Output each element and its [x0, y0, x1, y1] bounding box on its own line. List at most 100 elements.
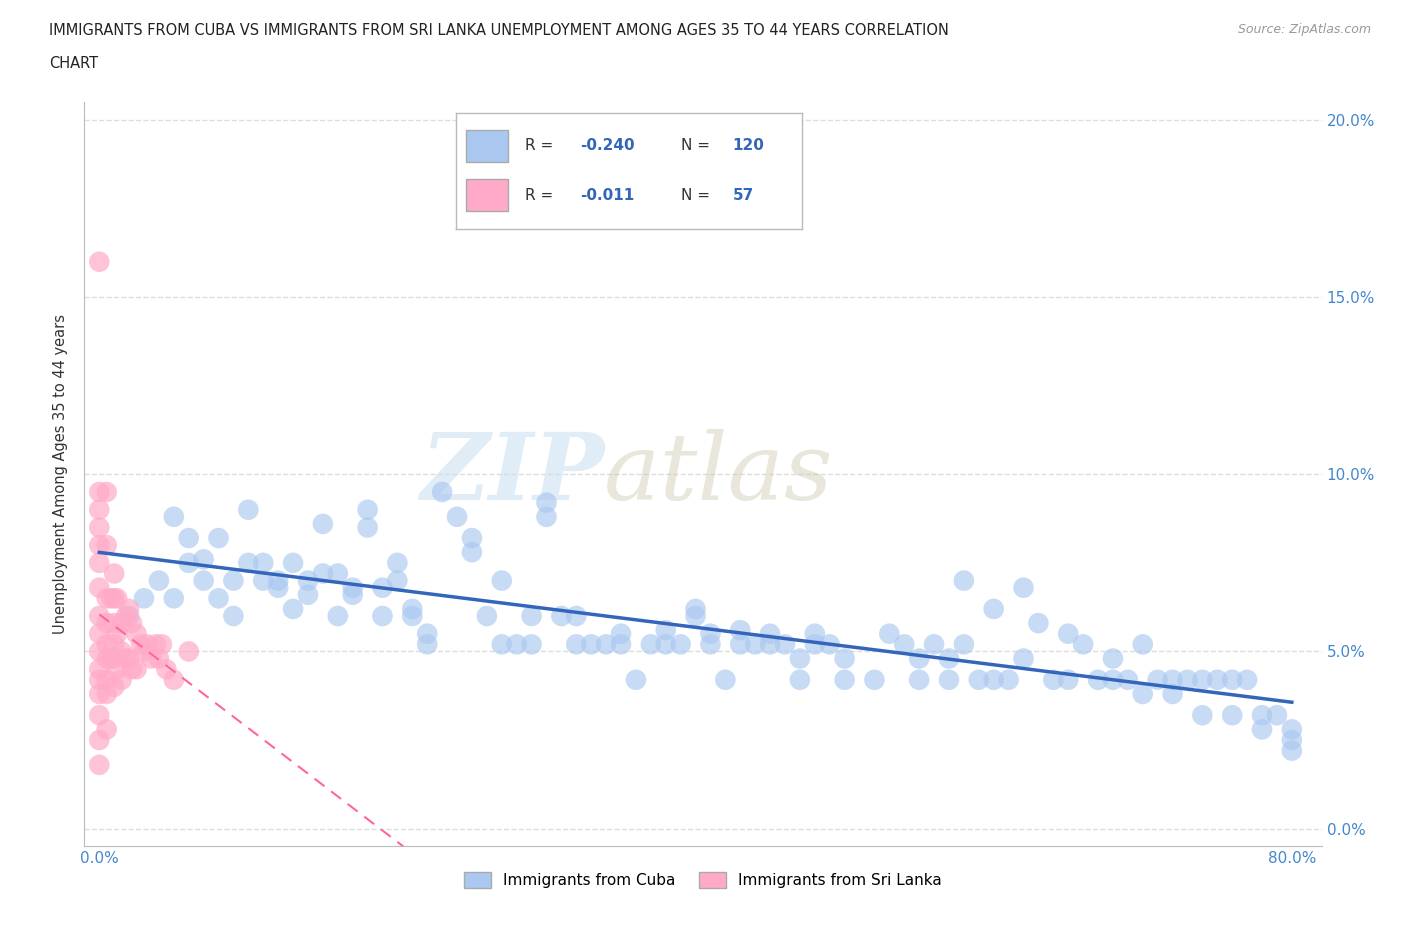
Point	[89, 626, 111, 641]
Point	[416, 626, 439, 641]
Point	[1251, 708, 1274, 723]
Point	[118, 651, 141, 666]
Point	[938, 672, 960, 687]
Point	[834, 651, 856, 666]
Point	[356, 502, 378, 517]
Point	[89, 580, 111, 595]
Point	[193, 573, 215, 588]
Point	[121, 662, 143, 677]
Point	[834, 672, 856, 687]
Point	[536, 510, 558, 525]
Point	[416, 637, 439, 652]
Point	[342, 588, 364, 603]
Y-axis label: Unemployment Among Ages 35 to 44 years: Unemployment Among Ages 35 to 44 years	[53, 314, 69, 634]
Point	[773, 637, 796, 652]
Point	[96, 485, 118, 499]
Point	[1057, 626, 1080, 641]
Point	[953, 573, 976, 588]
Point	[1042, 672, 1064, 687]
Point	[579, 637, 602, 652]
Point	[1012, 651, 1035, 666]
Point	[163, 591, 186, 605]
Text: CHART: CHART	[49, 56, 98, 71]
Point	[89, 520, 111, 535]
Point	[96, 591, 118, 605]
Point	[387, 555, 409, 570]
Point	[983, 672, 1005, 687]
Point	[89, 502, 111, 517]
Point	[103, 651, 125, 666]
Point	[387, 573, 409, 588]
Point	[177, 531, 200, 546]
Point	[105, 591, 128, 605]
Point	[536, 495, 558, 510]
Point	[115, 651, 138, 666]
Point	[1191, 672, 1213, 687]
Point	[163, 672, 186, 687]
Point	[789, 651, 811, 666]
Point	[1102, 651, 1125, 666]
Point	[111, 616, 134, 631]
Point	[893, 637, 915, 652]
Point	[654, 623, 676, 638]
Point	[252, 555, 274, 570]
Point	[342, 580, 364, 595]
Point	[1116, 672, 1139, 687]
Point	[624, 672, 647, 687]
Point	[879, 626, 901, 641]
Point	[111, 672, 134, 687]
Point	[267, 573, 290, 588]
Point	[983, 602, 1005, 617]
Point	[111, 644, 134, 658]
Point	[446, 510, 468, 525]
Point	[654, 637, 676, 652]
Point	[1102, 672, 1125, 687]
Point	[804, 637, 827, 652]
Point	[759, 626, 782, 641]
Point	[520, 608, 543, 623]
Point	[326, 566, 349, 581]
Text: ZIP: ZIP	[420, 430, 605, 519]
Point	[595, 637, 617, 652]
Point	[96, 538, 118, 552]
Point	[1146, 672, 1168, 687]
Point	[744, 637, 766, 652]
Point	[505, 637, 527, 652]
Point	[89, 608, 111, 623]
Point	[96, 672, 118, 687]
Point	[103, 680, 125, 695]
Point	[610, 626, 633, 641]
Point	[193, 551, 215, 566]
Point	[759, 637, 782, 652]
Point	[163, 510, 186, 525]
Point	[145, 637, 167, 652]
Point	[997, 672, 1019, 687]
Point	[89, 672, 111, 687]
Legend: Immigrants from Cuba, Immigrants from Sri Lanka: Immigrants from Cuba, Immigrants from Sr…	[457, 866, 949, 895]
Point	[1057, 672, 1080, 687]
Point	[1191, 708, 1213, 723]
Point	[804, 626, 827, 641]
Point	[938, 651, 960, 666]
Point	[129, 637, 152, 652]
Point	[281, 602, 304, 617]
Point	[714, 672, 737, 687]
Point	[132, 591, 155, 605]
Point	[89, 662, 111, 677]
Point	[103, 616, 125, 631]
Text: IMMIGRANTS FROM CUBA VS IMMIGRANTS FROM SRI LANKA UNEMPLOYMENT AMONG AGES 35 TO : IMMIGRANTS FROM CUBA VS IMMIGRANTS FROM …	[49, 23, 949, 38]
Text: Source: ZipAtlas.com: Source: ZipAtlas.com	[1237, 23, 1371, 36]
Point	[177, 555, 200, 570]
Point	[89, 644, 111, 658]
Point	[1161, 672, 1184, 687]
Point	[356, 520, 378, 535]
Point	[148, 651, 170, 666]
Point	[281, 555, 304, 570]
Point	[565, 637, 588, 652]
Point	[1236, 672, 1258, 687]
Point	[118, 608, 141, 623]
Point	[1281, 722, 1303, 737]
Point	[1012, 580, 1035, 595]
Point	[141, 651, 163, 666]
Point	[685, 602, 707, 617]
